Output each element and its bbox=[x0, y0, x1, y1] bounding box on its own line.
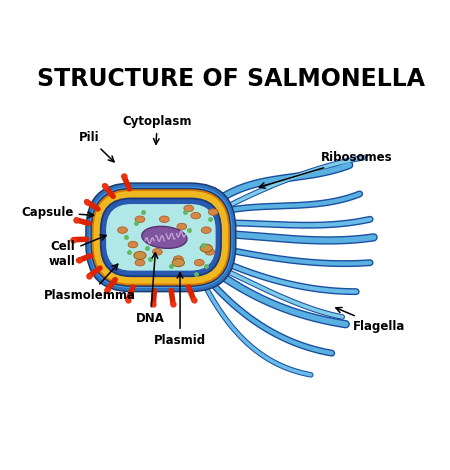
Ellipse shape bbox=[134, 251, 146, 259]
Ellipse shape bbox=[153, 249, 162, 255]
Text: Ribosomes: Ribosomes bbox=[259, 151, 393, 188]
FancyBboxPatch shape bbox=[94, 191, 228, 284]
Ellipse shape bbox=[135, 259, 145, 266]
FancyBboxPatch shape bbox=[92, 189, 230, 285]
Ellipse shape bbox=[159, 216, 169, 222]
FancyBboxPatch shape bbox=[90, 187, 232, 288]
Text: Flagella: Flagella bbox=[336, 307, 405, 332]
Ellipse shape bbox=[173, 256, 183, 262]
Ellipse shape bbox=[194, 259, 204, 266]
FancyBboxPatch shape bbox=[90, 188, 231, 287]
Ellipse shape bbox=[177, 223, 187, 230]
Ellipse shape bbox=[200, 244, 212, 252]
Ellipse shape bbox=[145, 234, 155, 241]
Text: Cytoplasm: Cytoplasm bbox=[123, 115, 192, 144]
Text: STRUCTURE OF SALMONELLA: STRUCTURE OF SALMONELLA bbox=[36, 67, 425, 91]
FancyBboxPatch shape bbox=[102, 199, 220, 275]
Text: Plasmolemma: Plasmolemma bbox=[43, 264, 135, 302]
Text: Plasmid: Plasmid bbox=[154, 273, 206, 347]
Ellipse shape bbox=[205, 249, 215, 255]
Ellipse shape bbox=[128, 241, 138, 248]
FancyBboxPatch shape bbox=[100, 197, 222, 277]
Text: Capsule: Capsule bbox=[21, 205, 94, 219]
Ellipse shape bbox=[117, 227, 127, 234]
Text: DNA: DNA bbox=[136, 253, 165, 325]
Ellipse shape bbox=[184, 205, 194, 212]
FancyBboxPatch shape bbox=[85, 182, 237, 292]
Ellipse shape bbox=[142, 227, 187, 248]
Ellipse shape bbox=[201, 227, 211, 234]
Ellipse shape bbox=[208, 209, 218, 215]
Ellipse shape bbox=[172, 258, 184, 266]
Text: Pili: Pili bbox=[79, 131, 114, 162]
FancyBboxPatch shape bbox=[86, 184, 235, 291]
Ellipse shape bbox=[191, 212, 201, 219]
Ellipse shape bbox=[135, 216, 145, 222]
Text: Cell
wall: Cell wall bbox=[49, 235, 106, 267]
FancyBboxPatch shape bbox=[106, 204, 216, 271]
